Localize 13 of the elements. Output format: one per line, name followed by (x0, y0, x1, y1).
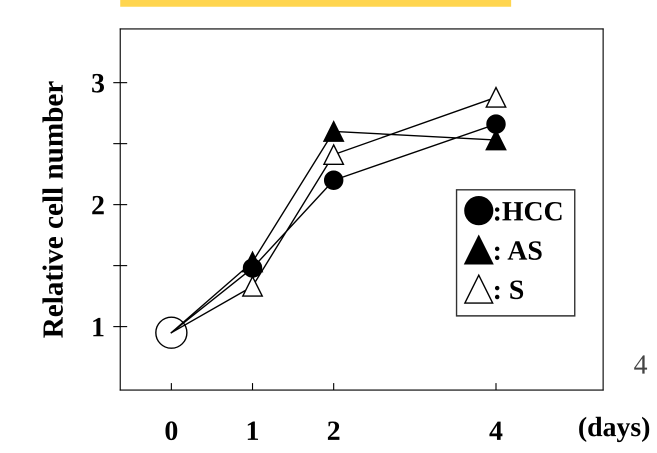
x-tick-label: 0 (165, 421, 178, 440)
x-tick-label: 1 (248, 422, 258, 440)
x-axis-title: (days) (579, 416, 650, 442)
y-tick-label: 3 (92, 74, 104, 93)
text: 4 (634, 355, 648, 374)
legend-label: :HCC (494, 202, 562, 221)
y-axis-title: Relative cell number (42, 81, 63, 338)
x-tick-label: 2 (328, 421, 340, 440)
legend-label: : S (494, 280, 524, 300)
legend-label: : AS (494, 241, 542, 260)
y-tick-label: 1 (93, 318, 104, 336)
y-tick-label: 2 (92, 196, 104, 214)
x-tick-label: 4 (489, 422, 502, 440)
